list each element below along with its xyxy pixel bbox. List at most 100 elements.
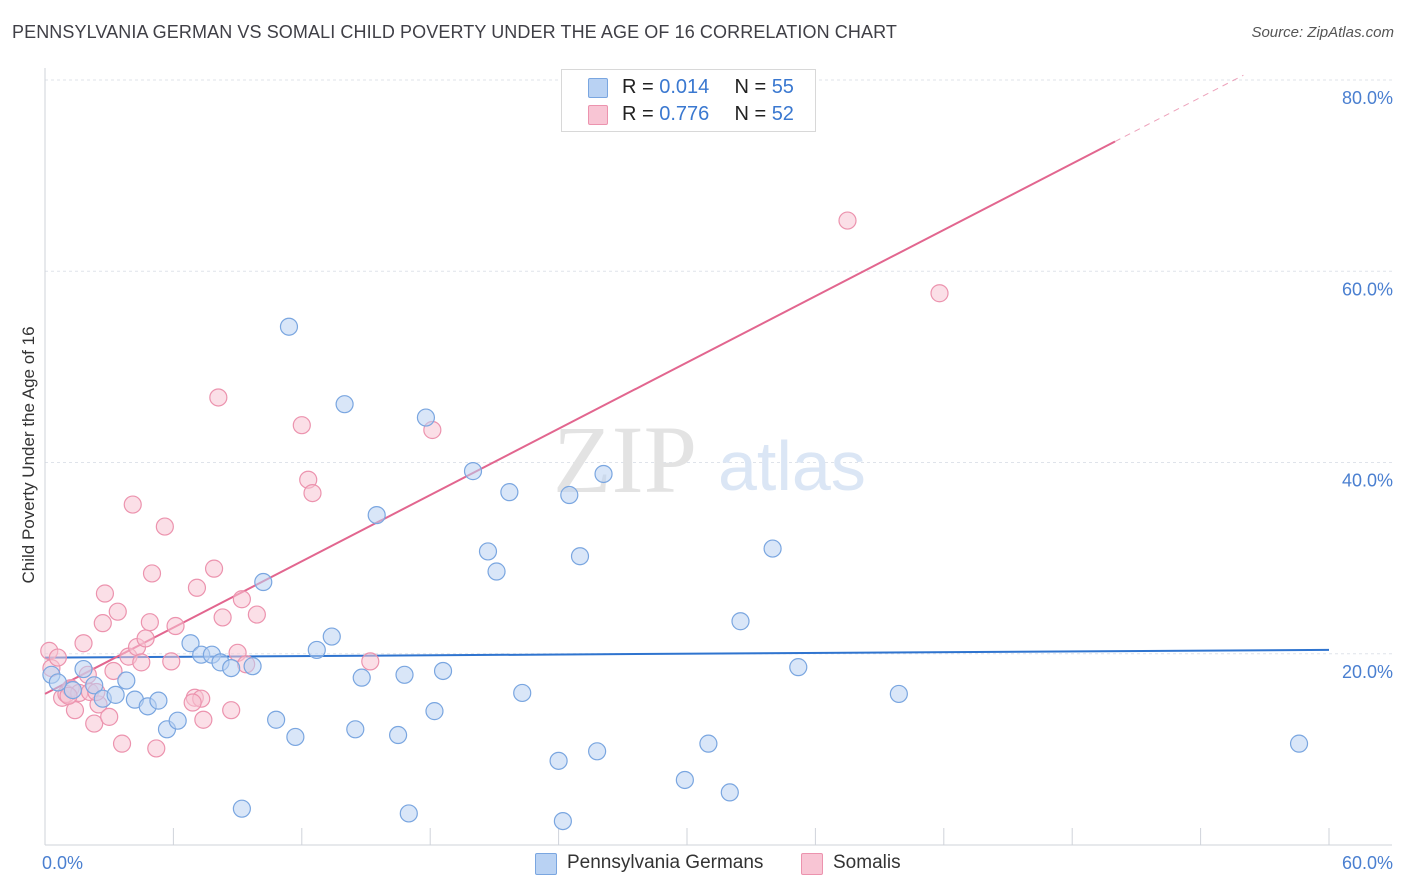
- point-pennsylvania-germans: [286, 727, 305, 747]
- point-somalis: [930, 284, 949, 303]
- point-somalis: [100, 707, 119, 726]
- y-tick-label: 20.0%: [1342, 662, 1393, 682]
- data-points: [40, 211, 1309, 831]
- point-somalis: [187, 578, 207, 597]
- point-somalis: [112, 734, 132, 753]
- point-somalis: [48, 648, 67, 667]
- point-somalis: [140, 613, 159, 632]
- legend-r-value: 0.776: [659, 103, 710, 125]
- point-pennsylvania-germans: [232, 799, 251, 818]
- point-pennsylvania-germans: [168, 711, 187, 730]
- series-swatch-blue: [535, 853, 557, 875]
- point-pennsylvania-germans: [720, 783, 739, 802]
- point-somalis: [194, 710, 213, 729]
- point-somalis: [222, 701, 241, 720]
- point-somalis: [155, 517, 174, 536]
- point-pennsylvania-germans: [731, 612, 750, 631]
- point-somalis: [166, 616, 185, 636]
- point-pennsylvania-germans: [478, 542, 498, 561]
- point-somalis: [108, 602, 127, 621]
- point-pennsylvania-germans: [570, 547, 590, 566]
- point-pennsylvania-germans: [1289, 734, 1309, 753]
- legend-r-label: R =: [622, 76, 654, 98]
- trend-line-pennsylvania-germans: [44, 648, 1330, 659]
- point-somalis: [85, 714, 104, 733]
- point-pennsylvania-germans: [222, 658, 241, 678]
- point-somalis: [209, 388, 228, 407]
- point-pennsylvania-germans: [463, 462, 483, 481]
- legend-n-value: 55: [771, 76, 794, 98]
- point-somalis: [93, 614, 112, 633]
- point-pennsylvania-germans: [181, 634, 200, 653]
- point-somalis: [232, 590, 251, 609]
- point-somalis: [104, 661, 123, 681]
- series-legend-label: Somalis: [833, 852, 901, 873]
- point-pennsylvania-germans: [763, 539, 782, 558]
- point-pennsylvania-germans: [254, 572, 273, 592]
- point-pennsylvania-germans: [279, 317, 299, 336]
- point-pennsylvania-germans: [789, 658, 808, 677]
- tick-labels: 20.0% 40.0% 60.0% 80.0% 0.0% 60.0%: [42, 88, 1393, 873]
- series-legend-label: Pennsylvania Germans: [567, 852, 764, 873]
- trend-line-somalis: [44, 140, 1116, 695]
- point-pennsylvania-germans: [553, 811, 572, 831]
- point-pennsylvania-germans: [500, 483, 519, 502]
- y-axis-label: Child Poverty Under the Age of 16: [19, 326, 38, 583]
- point-pennsylvania-germans: [335, 395, 354, 414]
- point-pennsylvania-germans: [560, 485, 579, 505]
- point-pennsylvania-germans: [675, 770, 694, 790]
- point-pennsylvania-germans: [85, 676, 104, 695]
- y-tick-label: 80.0%: [1342, 88, 1393, 108]
- legend-swatch-blue: [588, 78, 608, 98]
- point-somalis: [74, 634, 93, 653]
- x-tick-label-min: 0.0%: [42, 853, 83, 873]
- point-pennsylvania-germans: [48, 673, 67, 692]
- trend-lines: [44, 74, 1330, 695]
- series-swatch-pink: [801, 853, 823, 875]
- watermark-atlas: atlas: [718, 427, 866, 505]
- point-somalis: [162, 652, 181, 671]
- point-pennsylvania-germans: [433, 661, 453, 681]
- point-pennsylvania-germans: [699, 734, 718, 753]
- point-pennsylvania-germans: [588, 742, 607, 761]
- watermark: ZIP atlas: [553, 406, 866, 513]
- point-pennsylvania-germans: [267, 710, 286, 729]
- point-pennsylvania-germans: [389, 725, 408, 745]
- point-pennsylvania-germans: [889, 684, 908, 704]
- point-pennsylvania-germans: [106, 685, 125, 704]
- point-somalis: [361, 652, 380, 671]
- point-somalis: [838, 211, 857, 230]
- point-pennsylvania-germans: [63, 680, 82, 700]
- point-pennsylvania-germans: [513, 683, 532, 703]
- point-pennsylvania-germans: [346, 720, 365, 739]
- point-somalis: [147, 739, 166, 758]
- point-somalis: [204, 559, 224, 578]
- axes: [44, 68, 1392, 846]
- point-somalis: [95, 584, 115, 603]
- point-pennsylvania-germans: [243, 657, 262, 676]
- point-somalis: [183, 693, 202, 712]
- point-somalis: [136, 629, 155, 648]
- y-tick-label: 60.0%: [1342, 279, 1393, 299]
- legend-n-label: N =: [734, 103, 767, 125]
- point-pennsylvania-germans: [307, 640, 326, 660]
- legend-swatch-pink: [588, 105, 608, 125]
- point-pennsylvania-germans: [74, 659, 93, 679]
- point-pennsylvania-germans: [487, 562, 506, 581]
- source-label: Source: ZipAtlas.com: [1251, 24, 1394, 41]
- point-somalis: [213, 608, 232, 627]
- point-pennsylvania-germans: [549, 751, 568, 770]
- gridlines: [45, 79, 1392, 655]
- point-somalis: [292, 416, 311, 435]
- point-somalis: [247, 605, 266, 624]
- point-somalis: [303, 484, 322, 503]
- trend-extension-somalis: [1114, 74, 1244, 142]
- point-pennsylvania-germans: [416, 408, 436, 427]
- point-pennsylvania-germans: [352, 668, 371, 687]
- point-pennsylvania-germans: [395, 665, 414, 684]
- point-somalis: [132, 653, 151, 672]
- correlation-legend: R = 0.014 N = 55 R = 0.776 N = 52: [561, 69, 816, 132]
- point-pennsylvania-germans: [117, 671, 136, 690]
- point-pennsylvania-germans: [367, 505, 386, 525]
